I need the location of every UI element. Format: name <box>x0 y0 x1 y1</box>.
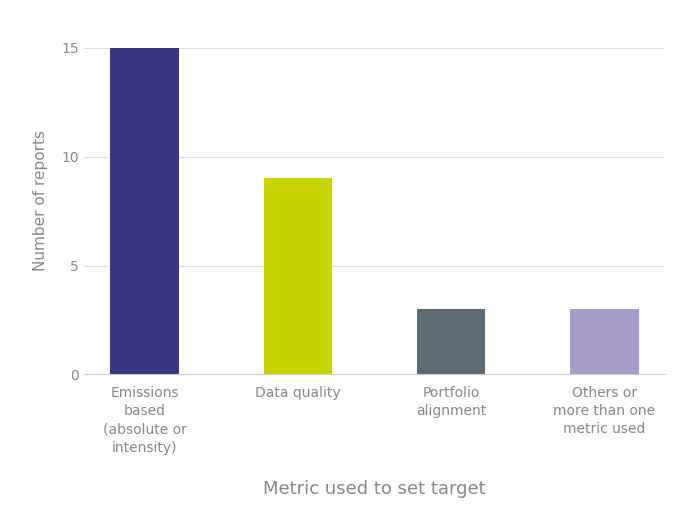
Bar <box>111 48 179 374</box>
X-axis label: Metric used to set target: Metric used to set target <box>263 480 486 498</box>
Y-axis label: Number of reports: Number of reports <box>33 129 48 271</box>
Bar <box>416 309 486 374</box>
Bar <box>263 178 332 374</box>
Bar <box>570 309 638 374</box>
